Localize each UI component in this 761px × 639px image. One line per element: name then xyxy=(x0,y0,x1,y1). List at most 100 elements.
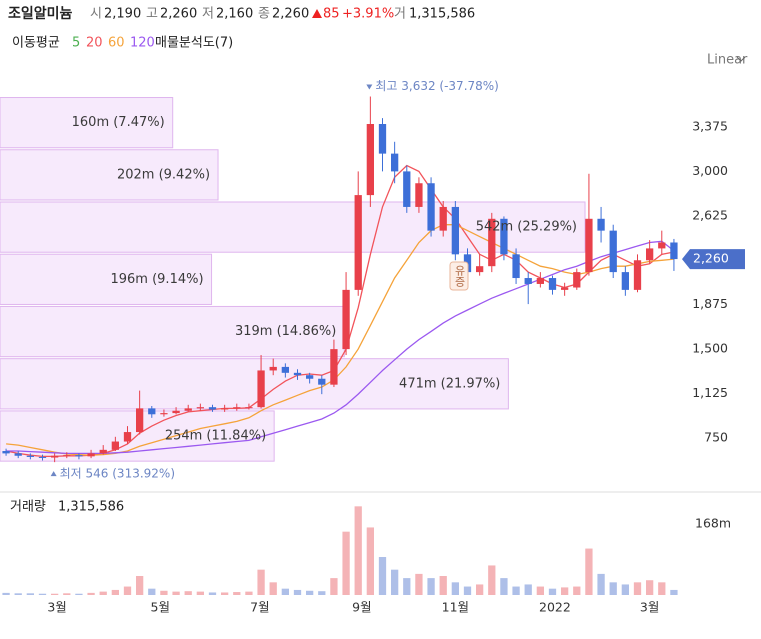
volume-tick-label: 168m xyxy=(695,516,731,531)
candle-body xyxy=(111,441,119,450)
volume-bar xyxy=(536,586,544,595)
x-tick-label: 5월 xyxy=(151,600,170,615)
candle-body xyxy=(621,272,629,290)
event-badge xyxy=(449,261,469,291)
candle-body xyxy=(561,287,569,290)
moving-average-line xyxy=(6,240,675,455)
volume-last: 1,315,586 xyxy=(58,500,124,515)
volume-bar xyxy=(160,590,168,595)
scale-mode[interactable]: Linear xyxy=(707,53,748,68)
candle-body xyxy=(293,372,302,376)
volume-bar xyxy=(318,591,326,595)
x-tick-label: 3월 xyxy=(47,600,66,615)
volume-bar xyxy=(548,588,557,595)
last-price-tag xyxy=(682,249,745,270)
volume-bar xyxy=(597,573,605,595)
candle-body xyxy=(403,171,411,207)
candle-body xyxy=(658,242,666,249)
volume-bar xyxy=(14,593,22,595)
event-label: 유증 xyxy=(453,265,466,287)
volume-bar xyxy=(451,582,459,595)
volume-profile-label: 542m (25.29%) xyxy=(476,220,577,235)
x-tick-label: 3월 xyxy=(640,600,659,615)
volume-bar xyxy=(257,569,265,595)
volume-profile-label: 319m (14.86%) xyxy=(235,324,336,339)
volume-profile-band xyxy=(0,97,174,149)
open-label: 시 xyxy=(90,7,102,22)
y-tick-label: 1,500 xyxy=(692,341,728,356)
volume-bar xyxy=(403,578,411,595)
candle-body xyxy=(99,449,107,454)
candle-body xyxy=(548,278,557,290)
ma-period: 120 xyxy=(130,36,155,51)
volume-bar xyxy=(354,506,362,595)
candle-body xyxy=(26,455,34,457)
volume-profile-label: 202m (9.42%) xyxy=(117,167,210,182)
candle-body xyxy=(221,408,229,410)
stock-name: 조일알미늄 xyxy=(8,6,73,22)
volume-profile-label: 254m (11.84%) xyxy=(165,429,266,444)
volume-bar xyxy=(561,587,569,595)
candle-body xyxy=(208,407,217,410)
high-label: 고 xyxy=(146,7,158,22)
low-label: 저 xyxy=(202,7,214,22)
volume-bar xyxy=(633,582,642,595)
volume-bar xyxy=(391,569,399,595)
volume-bar xyxy=(306,590,314,595)
volume-bar xyxy=(366,527,374,595)
volume-profile-band xyxy=(0,253,213,305)
change-percent: +3.91% xyxy=(342,7,394,22)
scale-chevron[interactable] xyxy=(736,56,746,62)
volume-bar xyxy=(63,593,71,595)
candle-body xyxy=(476,266,484,273)
candle-body xyxy=(257,370,265,408)
candle-body xyxy=(269,366,277,371)
close-label: 종 xyxy=(258,7,270,22)
volume-bar xyxy=(342,531,350,595)
candle-body xyxy=(306,375,314,379)
volume-bar xyxy=(524,584,532,595)
candle-body xyxy=(536,278,544,284)
open-value: 2,190 xyxy=(104,7,141,22)
candle-body xyxy=(573,272,581,288)
volume-bar xyxy=(99,591,107,595)
candle-body xyxy=(391,153,399,172)
candle-body xyxy=(451,206,459,255)
candle-body xyxy=(342,289,350,350)
volume-profile-label: 160m (7.47%) xyxy=(72,115,165,130)
candle-body xyxy=(427,183,435,231)
high-value: 2,260 xyxy=(160,7,197,22)
volume-bar xyxy=(476,584,484,595)
candle-body xyxy=(75,455,83,457)
x-tick-label: 9월 xyxy=(352,600,371,615)
max-arrow xyxy=(366,84,373,90)
close-value: 2,260 xyxy=(272,7,309,22)
volume-bar xyxy=(148,588,156,595)
candle-body xyxy=(500,218,508,255)
candle-body xyxy=(354,195,362,290)
indicator-title[interactable]: 이동평균 xyxy=(12,36,60,51)
candle-body xyxy=(160,413,168,415)
candle-body xyxy=(281,366,289,373)
candle-body xyxy=(488,218,496,267)
volume-profile-band xyxy=(0,358,509,410)
volume-bar xyxy=(330,578,338,595)
volume-bar xyxy=(609,582,617,595)
candle-body xyxy=(172,410,180,414)
candle-body xyxy=(196,407,204,409)
volume-value: 1,315,586 xyxy=(409,7,475,22)
volume-bar xyxy=(415,573,423,595)
last-price-label: 2,260 xyxy=(693,251,729,266)
ma-period: 60 xyxy=(108,36,125,51)
volume-bar xyxy=(281,588,289,595)
candle-body xyxy=(51,455,59,458)
volume-bar xyxy=(658,582,666,595)
volume-bar xyxy=(427,578,435,595)
volume-bar xyxy=(439,576,447,595)
profile-title[interactable]: 매물분석도(7) xyxy=(155,36,233,51)
volume-bar xyxy=(463,586,472,595)
ma-period: 5 xyxy=(72,36,80,51)
max-label: 최고 3,632 (-37.78%) xyxy=(375,79,499,93)
candle-body xyxy=(123,432,132,442)
volume-profile-label: 196m (9.14%) xyxy=(110,272,203,287)
